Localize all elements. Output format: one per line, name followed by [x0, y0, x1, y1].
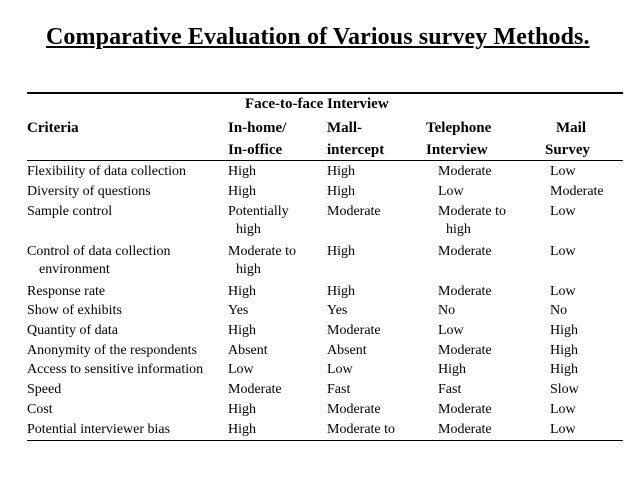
table-cell-mail: Low — [550, 284, 576, 299]
table-cell-in-home: High — [228, 323, 256, 338]
table-cell-telephone: Low — [438, 184, 464, 199]
table-cell-mail: Low — [550, 422, 576, 437]
table-cell-in-home: Low — [228, 362, 254, 377]
table-cell-mail: No — [550, 303, 568, 318]
table-cell-telephone: Low — [438, 323, 464, 338]
header-mail-line1: Mail — [556, 120, 586, 136]
table-cell-mail: Moderate — [550, 184, 604, 199]
table-cell-mall: High — [327, 284, 355, 299]
table-cell-telephone: Moderate to — [438, 204, 507, 219]
table-cell-mall: Low — [327, 362, 353, 377]
table-cell-in-home: Absent — [228, 343, 268, 358]
header-mail-line2: Survey — [545, 142, 590, 158]
table-cell-telephone: Fast — [438, 382, 462, 397]
table-cell-criteria: Potential interviewer bias — [27, 422, 171, 437]
table-cell-criteria: Speed — [27, 382, 62, 397]
table-cell-telephone: Moderate — [438, 402, 492, 417]
header-in-home-line1: In-home/ — [228, 120, 287, 136]
table-cell-criteria: Cost — [27, 402, 53, 417]
table-cell-criteria: Quantity of data — [27, 323, 118, 338]
bottom-rule — [27, 440, 623, 441]
table-cell-mail: Low — [550, 164, 576, 179]
table-cell-criteria: environment — [39, 262, 110, 277]
table-cell-in-home: high — [236, 222, 261, 237]
table-cell-mall: Yes — [327, 303, 348, 318]
table-cell-mall: Moderate — [327, 323, 381, 338]
table-cell-criteria: Control of data collection — [27, 244, 171, 259]
table-cell-in-home: High — [228, 164, 256, 179]
header-in-home-line2: In-office — [228, 142, 283, 158]
table-cell-mail: High — [550, 362, 578, 377]
table-cell-in-home: High — [228, 284, 256, 299]
table-cell-criteria: Show of exhibits — [27, 303, 122, 318]
table-cell-mall: Moderate — [327, 402, 381, 417]
table-cell-mail: Slow — [550, 382, 579, 397]
table-cell-in-home: Potentially — [228, 204, 289, 219]
table-cell-criteria: Response rate — [27, 284, 106, 299]
header-telephone-line1: Telephone — [426, 120, 492, 136]
header-mall-line1: Mall- — [327, 120, 362, 136]
table-cell-telephone: Moderate — [438, 284, 492, 299]
top-rule — [27, 92, 623, 94]
table-cell-in-home: high — [236, 262, 261, 277]
table-cell-mall: Fast — [327, 382, 351, 397]
table-cell-in-home: Yes — [228, 303, 249, 318]
table-cell-in-home: Moderate — [228, 382, 282, 397]
table-cell-mail: High — [550, 343, 578, 358]
table-cell-mail: High — [550, 323, 578, 338]
header-criteria: Criteria — [27, 120, 79, 136]
table-cell-criteria: Access to sensitive information — [27, 362, 204, 377]
header-mall-line2: intercept — [327, 142, 385, 158]
header-rule — [27, 160, 623, 161]
table-cell-criteria: Diversity of questions — [27, 184, 151, 199]
table-cell-mall: Moderate — [327, 204, 381, 219]
table-cell-telephone: Moderate — [438, 422, 492, 437]
table-cell-telephone: High — [438, 362, 466, 377]
table-cell-in-home: High — [228, 402, 256, 417]
table-cell-criteria: Anonymity of the respondents — [27, 343, 197, 358]
table-cell-mail: Low — [550, 402, 576, 417]
table-cell-in-home: Moderate to — [228, 244, 297, 259]
table-cell-mall: Absent — [327, 343, 367, 358]
header-telephone-line2: Interview — [426, 142, 488, 158]
table-cell-mall: Moderate to — [327, 422, 396, 437]
table-cell-telephone: high — [446, 222, 471, 237]
table-cell-mall: High — [327, 244, 355, 259]
table-cell-mall: High — [327, 164, 355, 179]
table-cell-in-home: High — [228, 422, 256, 437]
table-cell-criteria: Sample control — [27, 204, 113, 219]
header-face-to-face-group: Face-to-face Interview — [245, 96, 389, 112]
table-cell-in-home: High — [228, 184, 256, 199]
page-title: Comparative Evaluation of Various survey… — [46, 24, 590, 50]
table-cell-telephone: No — [438, 303, 456, 318]
table-cell-telephone: Moderate — [438, 343, 492, 358]
table-cell-telephone: Moderate — [438, 244, 492, 259]
table-cell-mail: Low — [550, 204, 576, 219]
table-cell-mall: High — [327, 184, 355, 199]
table-cell-telephone: Moderate — [438, 164, 492, 179]
table-cell-criteria: Flexibility of data collection — [27, 164, 187, 179]
table-cell-mail: Low — [550, 244, 576, 259]
